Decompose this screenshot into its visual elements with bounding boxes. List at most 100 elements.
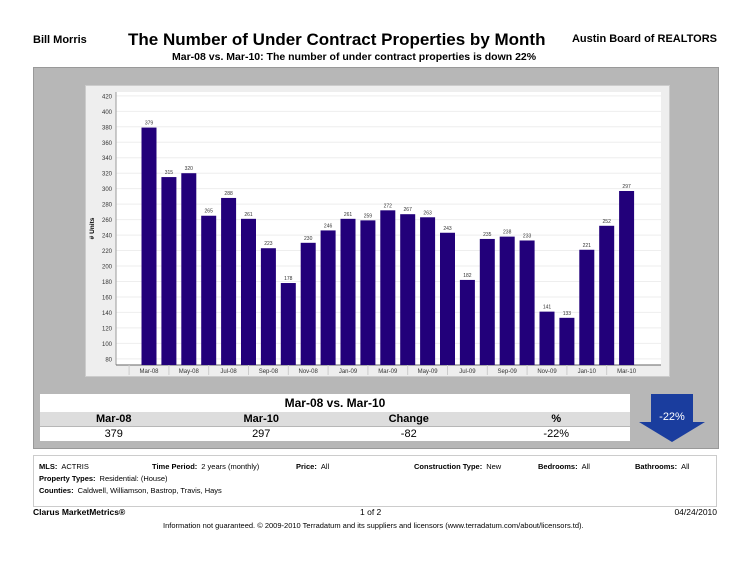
summary-label: % — [551, 413, 562, 425]
bar-Mar-08 — [141, 127, 157, 365]
mls-label: MLS: — [39, 462, 58, 471]
x-tick-label: Jan-09 — [339, 369, 358, 375]
data-label: 141 — [543, 305, 552, 311]
bar-Jun-09 — [440, 232, 455, 365]
change-badge: -22% — [659, 411, 685, 423]
bar-Oct-09 — [519, 240, 535, 365]
mls-value: ACTRIS — [61, 462, 89, 471]
summary-value: -82 — [400, 428, 417, 440]
report-date: 04/24/2010 — [674, 507, 717, 517]
x-tick-label: May-08 — [179, 369, 200, 375]
construction-value: New — [486, 462, 502, 471]
x-tick-label: Nov-08 — [299, 369, 319, 375]
data-label: 238 — [503, 230, 512, 236]
data-label: 261 — [244, 212, 253, 218]
page-title: The Number of Under Contract Properties … — [128, 30, 546, 49]
data-label: 261 — [344, 212, 353, 218]
summary-label: Mar-08 — [96, 413, 132, 425]
data-label: 223 — [264, 241, 273, 247]
data-label: 259 — [364, 213, 373, 219]
construction-label: Construction Type: — [414, 462, 483, 471]
x-tick-label: Nov-09 — [537, 369, 557, 375]
property-types-field: Property Types: Residential: (House) — [39, 474, 168, 483]
period-field: Time Period: 2 years (monthly) — [152, 462, 259, 471]
bar-Sep-09 — [499, 236, 515, 365]
summary-label: Change — [388, 413, 429, 425]
x-tick-label: Jul-09 — [459, 369, 476, 375]
property-types-label: Property Types: — [39, 474, 96, 483]
y-tick-label: 80 — [105, 357, 112, 363]
bar-Aug-08 — [241, 218, 256, 365]
bar-Apr-09 — [400, 214, 416, 365]
summary-value: -22% — [543, 428, 570, 440]
period-value: 2 years (monthly) — [201, 462, 260, 471]
construction-field: Construction Type: New — [414, 462, 501, 471]
summary-value: 379 — [104, 428, 123, 440]
x-tick-label: Mar-09 — [378, 369, 398, 375]
y-tick-label: 260 — [102, 218, 113, 224]
data-label: 246 — [324, 223, 333, 229]
bar-May-09 — [420, 217, 436, 365]
y-tick-label: 420 — [102, 94, 113, 100]
data-label: 379 — [145, 121, 154, 127]
x-tick-label: Mar-08 — [139, 369, 159, 375]
bar-chart: 80 100 120 140 160 180 200 220 240 260 280 300 320 34… — [89, 92, 661, 375]
bar-Nov-08 — [300, 242, 316, 365]
y-tick-label: 240 — [102, 234, 113, 240]
y-tick-label: 200 — [102, 265, 113, 271]
board-name: Austin Board of REALTORS — [571, 33, 717, 45]
bar-Jun-08 — [201, 215, 217, 365]
summary-table: Mar-08 vs. Mar-10 Mar-08 Mar-10 Change %… — [40, 394, 630, 442]
disclaimer: Information not guaranteed. © 2009-2010 … — [163, 521, 584, 530]
y-tick-label: 280 — [102, 203, 113, 209]
property-types-value: Residential: (House) — [99, 474, 168, 483]
data-label: 265 — [205, 209, 214, 215]
data-label: 267 — [404, 207, 413, 213]
bar-Nov-09 — [539, 311, 555, 365]
bar-Oct-08 — [280, 283, 296, 365]
y-tick-label: 220 — [102, 249, 113, 255]
data-label: 243 — [443, 226, 452, 232]
x-tick-label: Sep-08 — [259, 369, 279, 375]
counties-value: Caldwell, Williamson, Bastrop, Travis, H… — [77, 486, 222, 495]
data-label: 272 — [384, 203, 393, 209]
bar-Sep-08 — [260, 248, 276, 365]
bathrooms-value: All — [681, 462, 690, 471]
bedrooms-field: Bedrooms: All — [538, 462, 590, 471]
data-label: 133 — [563, 311, 572, 317]
subtitle: Mar-08 vs. Mar-10: The number of under c… — [172, 51, 537, 63]
chart-container: 80 100 120 140 160 180 200 220 240 260 280 300 320 34… — [85, 85, 670, 377]
bathrooms-label: Bathrooms: — [635, 462, 678, 471]
x-tick-label: May-09 — [418, 369, 439, 375]
data-label: 182 — [463, 273, 472, 279]
y-tick-label: 180 — [102, 280, 113, 286]
x-tick-label: Jul-08 — [220, 369, 237, 375]
x-tick-label: Jan-10 — [578, 369, 597, 375]
bar-Jul-08 — [221, 197, 237, 365]
bedrooms-value: All — [581, 462, 590, 471]
y-tick-label: 380 — [102, 125, 113, 131]
bar-Mar-09 — [380, 210, 396, 365]
bar-Dec-08 — [320, 230, 336, 365]
y-tick-label: 100 — [102, 342, 113, 348]
data-label: 320 — [185, 166, 194, 172]
y-tick-label: 360 — [102, 141, 113, 147]
down-arrow-icon: -22% — [639, 394, 705, 442]
y-tick-label: 300 — [102, 187, 113, 193]
bathrooms-field: Bathrooms: All — [635, 462, 689, 471]
y-tick-label: 120 — [102, 326, 113, 332]
period-label: Time Period: — [152, 462, 198, 471]
bar-Feb-10 — [599, 225, 615, 365]
price-field: Price: All — [296, 462, 329, 471]
bar-Jan-09 — [340, 218, 356, 365]
data-label: 233 — [523, 233, 532, 239]
bar-Mar-10 — [619, 190, 635, 365]
y-tick-label: 160 — [102, 295, 113, 301]
brand: Clarus MarketMetrics® — [33, 507, 126, 517]
y-tick-label: 400 — [102, 110, 113, 116]
summary-label: Mar-10 — [243, 413, 279, 425]
data-label: 252 — [603, 219, 612, 225]
bar-Feb-09 — [360, 220, 376, 365]
data-label: 221 — [583, 243, 592, 249]
summary-heading: Mar-08 vs. Mar-10 — [284, 396, 386, 410]
